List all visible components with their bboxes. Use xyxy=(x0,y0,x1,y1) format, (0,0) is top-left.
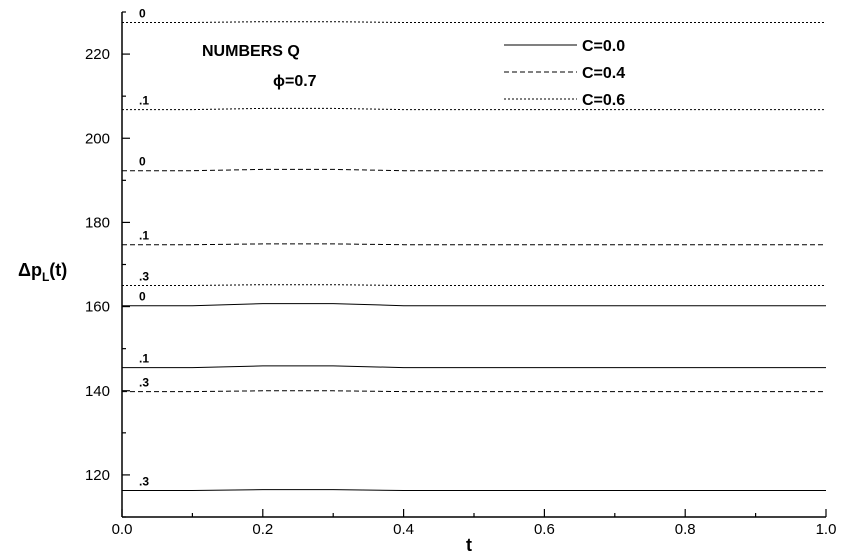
curve-label-q: .3 xyxy=(139,474,149,488)
legend-label: C=0.4 xyxy=(582,65,625,82)
x-tick-label: 0.0 xyxy=(112,521,133,538)
curve-labels: 0 .1 0 .1 .3 0 .1 .3 .3 xyxy=(139,7,149,489)
curve-label-q: .3 xyxy=(139,376,149,390)
series-group xyxy=(122,21,826,491)
axes: 0.0 0.2 0.4 0.6 0.8 1.0 120 140 160 180 200 220 xyxy=(85,11,837,538)
annotation-numbers-q: NUMBERS Q xyxy=(202,43,300,60)
y-axis-title-main: Δp xyxy=(18,260,42,280)
series-line xyxy=(122,284,826,286)
x-tick-label: 0.2 xyxy=(252,521,273,538)
x-tick-label: 0.6 xyxy=(534,521,555,538)
curve-label-q: .1 xyxy=(139,94,149,108)
y-tick-label: 220 xyxy=(85,46,110,63)
series-line xyxy=(122,365,826,369)
y-tick-label: 180 xyxy=(85,214,110,231)
x-axis-title: t xyxy=(466,535,472,554)
curve-label-q: .1 xyxy=(139,229,149,243)
x-tick-label: 0.8 xyxy=(675,521,696,538)
series-line xyxy=(122,107,826,111)
y-tick-label: 160 xyxy=(85,299,110,316)
series-line xyxy=(122,168,826,172)
series-line xyxy=(122,243,826,246)
annotation-phi: ϕ=0.7 xyxy=(273,73,317,90)
y-axis-title: ΔpL(t) xyxy=(18,260,67,284)
curve-label-q: 0 xyxy=(139,7,146,21)
legend: C=0.0 C=0.4 C=0.6 xyxy=(504,38,625,109)
legend-label: C=0.0 xyxy=(582,38,625,55)
series-line xyxy=(122,21,826,23)
y-axis-title-suffix: (t) xyxy=(49,260,67,280)
curve-label-q: 0 xyxy=(139,155,146,169)
series-line xyxy=(122,390,826,393)
y-tick-label: 200 xyxy=(85,130,110,147)
legend-label: C=0.6 xyxy=(582,92,625,109)
curve-label-q: .1 xyxy=(139,352,149,366)
curve-label-q: 0 xyxy=(139,290,146,304)
series-line xyxy=(122,303,826,307)
y-tick-label: 120 xyxy=(85,467,110,484)
series-line xyxy=(122,489,826,491)
curve-label-q: .3 xyxy=(139,270,149,284)
y-axis-title-sub: L xyxy=(42,270,49,284)
x-tick-label: 0.4 xyxy=(393,521,414,538)
x-tick-label: 1.0 xyxy=(816,521,837,538)
y-tick-label: 140 xyxy=(85,383,110,400)
